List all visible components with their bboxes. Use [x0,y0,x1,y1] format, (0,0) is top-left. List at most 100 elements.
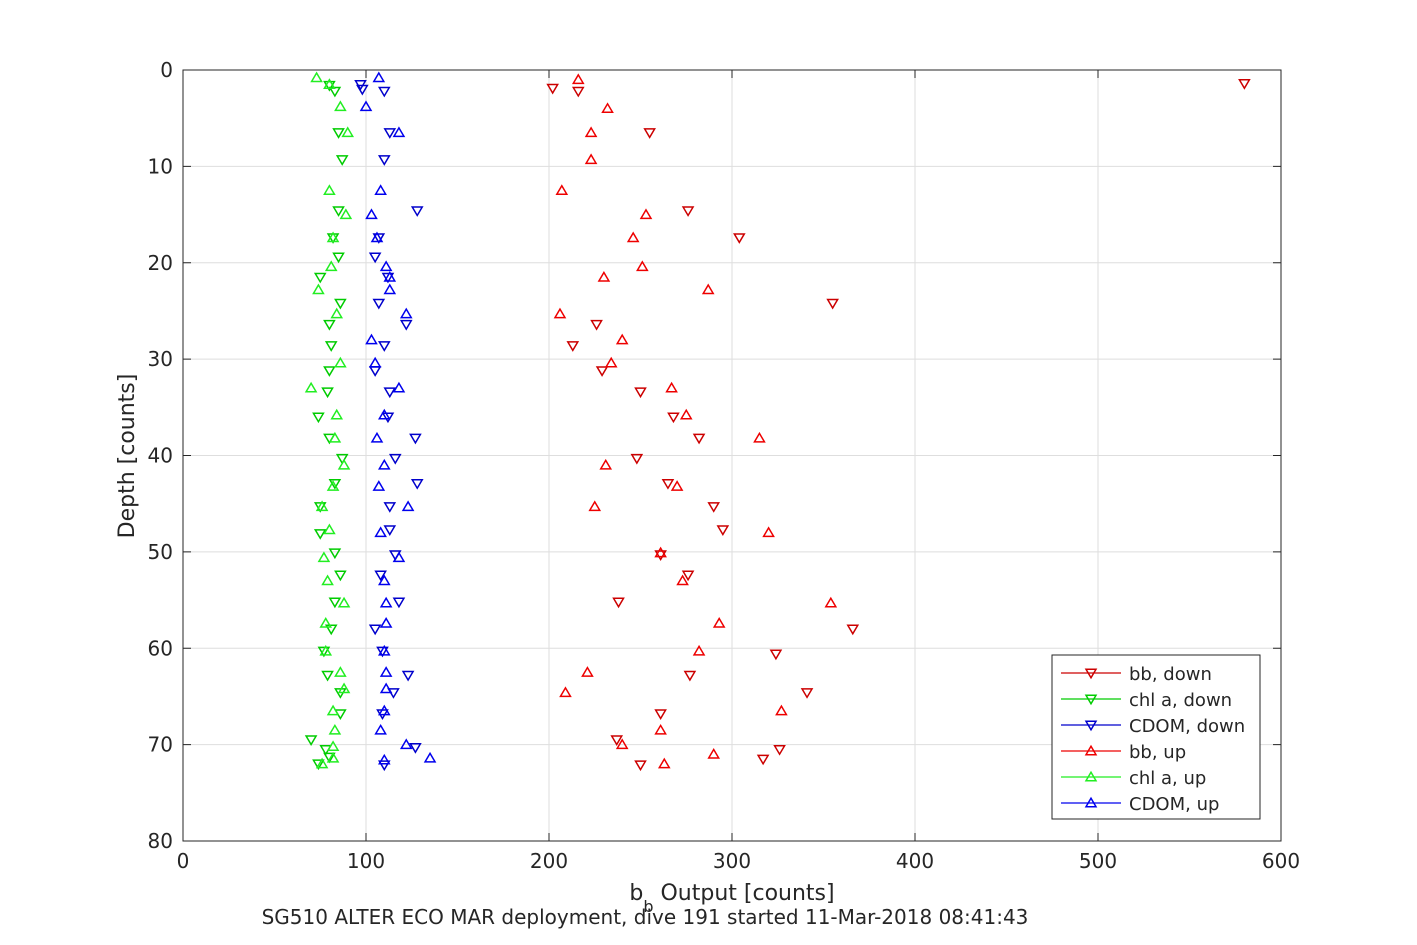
data-point [368,624,382,636]
data-point [377,341,391,352]
data-point [356,84,369,96]
x-tick-label: 500 [1079,849,1117,873]
data-point [335,155,349,166]
data-point [332,128,345,139]
data-point [323,80,336,92]
data-point [762,526,775,538]
data-point [634,387,647,399]
data-point [707,748,721,759]
series-0 [546,78,1251,772]
data-point [753,431,766,443]
data-point [383,270,397,282]
data-point [612,597,625,609]
data-point [379,666,393,677]
x-axis-label: bb Output [counts] [629,881,834,916]
data-point [383,128,397,139]
y-axis-label: Depth [counts] [115,374,140,539]
data-point [374,184,387,195]
series-2 [354,79,424,772]
data-point [661,478,675,490]
data-point [304,735,318,747]
data-point [634,760,647,772]
series-4 [304,71,355,769]
data-point [399,319,413,331]
data-point [692,644,706,656]
data-point [335,453,349,465]
data-point [377,574,391,586]
legend-marker [1084,668,1098,680]
data-point [584,126,598,138]
data-point [639,208,653,220]
data-point [383,525,397,536]
legend-marker [1084,744,1098,756]
data-point [376,646,389,658]
data-point [676,574,689,586]
data-point [323,523,336,535]
data-point [328,597,342,609]
data-point [410,478,424,490]
data-point [590,319,603,331]
data-point [324,341,338,352]
y-axis: 0 10 20 30 40 50 60 70 80 [148,58,1281,853]
legend-label: chl a, up [1129,768,1206,789]
data-point [615,738,629,750]
data-point [769,649,783,661]
data-point [392,597,406,609]
data-point [681,206,695,217]
data-point [630,453,644,465]
data-point [388,453,402,465]
data-point [392,381,406,393]
data-point [657,757,671,769]
legend-label: bb, down [1129,664,1212,685]
data-point [319,616,333,628]
data-point [409,743,422,754]
data-point [692,433,706,445]
y-tick-label: 40 [148,444,173,468]
data-point [1238,78,1251,90]
data-point [372,480,386,491]
data-point [377,704,391,716]
data-point [323,366,336,377]
data-point [846,624,860,636]
data-point [553,307,567,319]
x-tick-label: 300 [713,849,751,873]
data-point [315,500,329,512]
data-point [337,596,351,608]
data-point [334,570,347,582]
data-point [339,208,353,220]
data-point [337,682,351,694]
data-point [368,356,382,368]
data-point [643,128,656,139]
data-point [707,502,721,513]
data-point [383,387,397,399]
data-point [377,86,391,98]
data-point [372,71,386,83]
x-tick-label: 200 [530,849,568,873]
data-point [546,83,559,95]
data-point [328,548,342,560]
data-point [665,381,678,393]
data-point [326,740,340,752]
data-point [626,231,640,243]
data-point [615,333,629,345]
data-point [584,153,598,165]
data-point [359,100,373,112]
data-point [733,233,746,244]
legend: bb, down chl a, down CDOM, down bb, up chl a… [1051,654,1261,820]
data-point [379,260,393,272]
data-point [383,283,397,295]
data-point [559,686,572,698]
data-point [310,71,323,83]
data-point [326,231,340,243]
data-point [654,723,667,735]
data-point [392,551,406,563]
legend-label: CDOM, down [1129,716,1245,737]
data-point [321,574,334,586]
data-point [313,529,327,540]
data-point [654,550,667,561]
chart-caption: SG510 ALTER ECO MAR deployment, dive 191… [262,905,1029,929]
y-tick-label: 60 [148,636,173,660]
data-point [670,480,684,491]
data-point [566,341,580,352]
data-point [323,319,336,331]
